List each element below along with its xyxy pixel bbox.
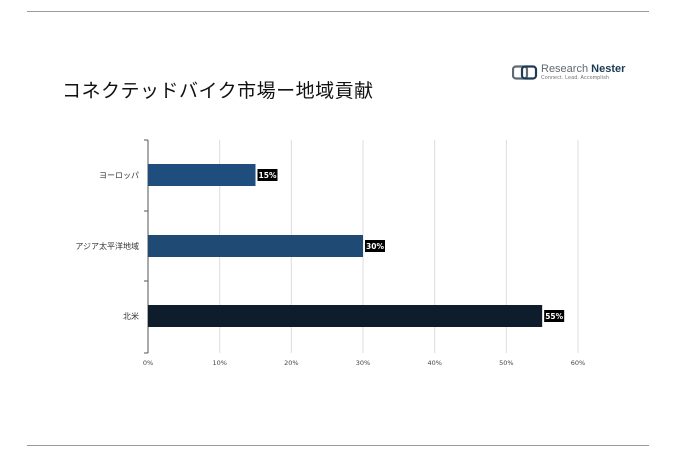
- brand-tagline: Connect. Lead. Accomplish: [541, 75, 610, 81]
- bar: [148, 235, 363, 257]
- x-tick-label: 60%: [571, 359, 585, 367]
- bar: [148, 164, 256, 186]
- brand-name: Research Nester: [541, 63, 625, 76]
- x-tick-label: 10%: [212, 359, 226, 367]
- bottom-divider: [27, 445, 649, 446]
- research-nester-logo-icon: [512, 65, 538, 80]
- category-label: アジア太平洋地域: [75, 241, 139, 251]
- top-divider: [27, 11, 649, 12]
- data-label-box: [365, 240, 385, 252]
- category-label: 北米: [123, 311, 139, 321]
- x-tick-label: 40%: [427, 359, 441, 367]
- category-label: ヨーロッパ: [99, 171, 139, 180]
- page-title: コネクテッドバイク市場ー地域貢献: [62, 80, 374, 102]
- brand-name-part2: Nester: [591, 63, 626, 75]
- data-label-box: [257, 169, 278, 181]
- x-tick-label: 0%: [143, 359, 153, 367]
- brand-name-part1: Research: [541, 63, 589, 75]
- x-tick-label: 20%: [284, 359, 298, 367]
- x-tick-label: 30%: [356, 359, 370, 367]
- data-label: 15%: [259, 171, 277, 180]
- data-label: 30%: [366, 242, 384, 251]
- data-label-box: [544, 310, 565, 322]
- x-tick-label: 50%: [499, 359, 513, 367]
- bar: [148, 305, 543, 327]
- data-label: 55%: [545, 312, 563, 321]
